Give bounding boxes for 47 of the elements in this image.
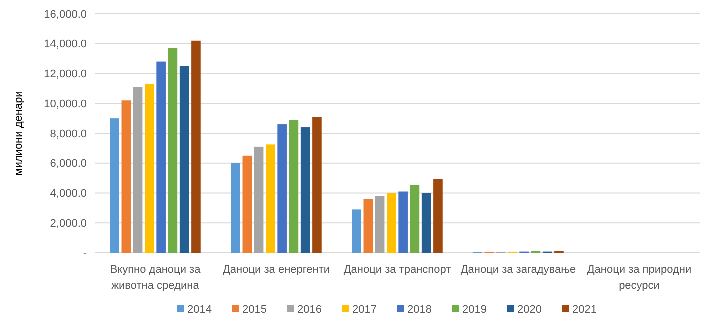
x-tick-label: Даноци за природни ресурси (587, 264, 692, 292)
bar (254, 146, 264, 253)
bar (180, 66, 190, 253)
bar (364, 199, 374, 253)
bar (434, 179, 443, 253)
y-tick-label: 12,000.0 (44, 68, 87, 81)
legend-label: 2018 (408, 304, 432, 316)
bar (133, 87, 143, 253)
bar (110, 118, 120, 253)
bar (266, 144, 276, 253)
bar (300, 128, 310, 253)
bar (122, 100, 132, 253)
legend-label: 2014 (188, 304, 212, 316)
bar (192, 40, 201, 253)
legend-label: 2021 (572, 304, 597, 316)
legend-label: 2015 (242, 304, 267, 316)
legend-label: 2016 (298, 304, 322, 316)
bar (156, 62, 166, 253)
bar (242, 156, 252, 253)
y-tick-label: 10,000.0 (44, 98, 87, 110)
legend-label: 2020 (518, 304, 542, 316)
bar (231, 163, 240, 253)
x-tick-label: Даноци за енергенти (222, 264, 330, 276)
legend-label: 2017 (352, 304, 377, 316)
y-tick-label: - (83, 248, 88, 260)
bar (375, 196, 385, 253)
y-tick-label: 4,000.0 (50, 188, 87, 200)
bar (410, 185, 420, 253)
bar (387, 193, 396, 253)
bar (168, 48, 178, 253)
bar (312, 117, 322, 253)
bar (352, 210, 362, 253)
bar (278, 124, 287, 253)
y-tick-label: 6,000.0 (50, 158, 87, 170)
y-tick-label: 8,000.0 (50, 128, 87, 140)
y-tick-label: 16,000.0 (44, 8, 87, 21)
x-tick-label: Даноци за загадување (460, 264, 576, 276)
legend-label: 2019 (462, 304, 487, 316)
bar (398, 192, 408, 253)
bar (289, 120, 299, 253)
x-tick-label: Даноци за транспорт (344, 264, 452, 276)
y-tick-label: 2,000.0 (50, 218, 87, 230)
bar (145, 84, 154, 253)
x-tick-label: Вкупно даноци за животна средина (110, 264, 202, 292)
y-axis-title: милиони денари (13, 91, 25, 176)
bar (422, 193, 432, 253)
y-tick-label: 14,000.0 (44, 38, 87, 51)
